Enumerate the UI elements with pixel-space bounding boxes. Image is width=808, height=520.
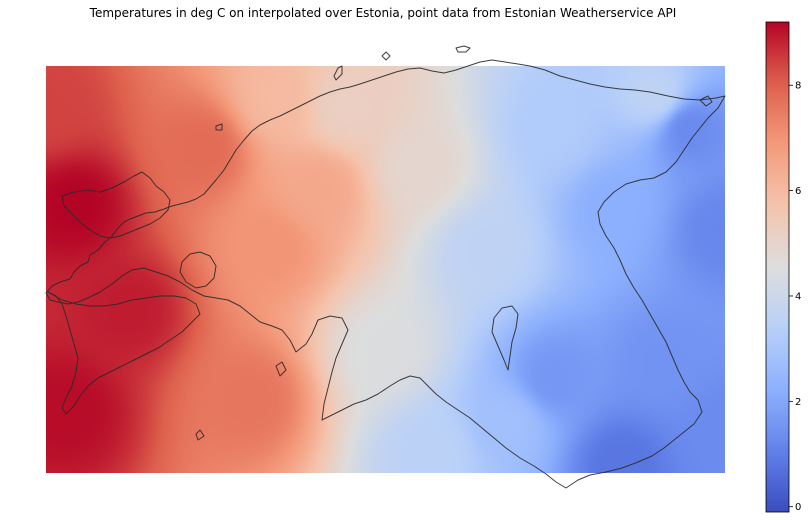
mainland-coast-line xyxy=(45,59,726,489)
colorbar-tick-label: 6 xyxy=(795,186,801,197)
map-area xyxy=(45,45,726,489)
islet-north-3 xyxy=(381,51,391,61)
chart-title: Temperatures in deg C on interpolated ov… xyxy=(89,6,677,20)
lake-outline xyxy=(491,305,519,371)
colorbar-frame xyxy=(765,21,790,513)
islet-east-1 xyxy=(699,95,713,107)
colorbar: 0 2 4 6 8 xyxy=(765,21,801,513)
islet-west-1 xyxy=(215,123,223,131)
island-hiiumaa xyxy=(61,171,171,239)
islet-west-2 xyxy=(275,361,287,377)
islet-north-2 xyxy=(455,45,471,53)
island-saaremaa xyxy=(47,291,201,415)
islet-north-1 xyxy=(333,65,343,81)
temperature-heatmap xyxy=(46,66,725,473)
island-muhu xyxy=(179,251,217,289)
colorbar-fill xyxy=(766,22,789,512)
colorbar-tick-label: 8 xyxy=(795,81,801,92)
colorbar-tick-label: 4 xyxy=(795,291,801,302)
estonia-coastline xyxy=(45,45,726,489)
colorbar-tick-label: 0 xyxy=(795,502,801,513)
islet-south-1 xyxy=(195,429,205,441)
colorbar-tick-label: 2 xyxy=(795,397,801,408)
colorbar-ticks: 0 2 4 6 8 xyxy=(789,81,801,513)
